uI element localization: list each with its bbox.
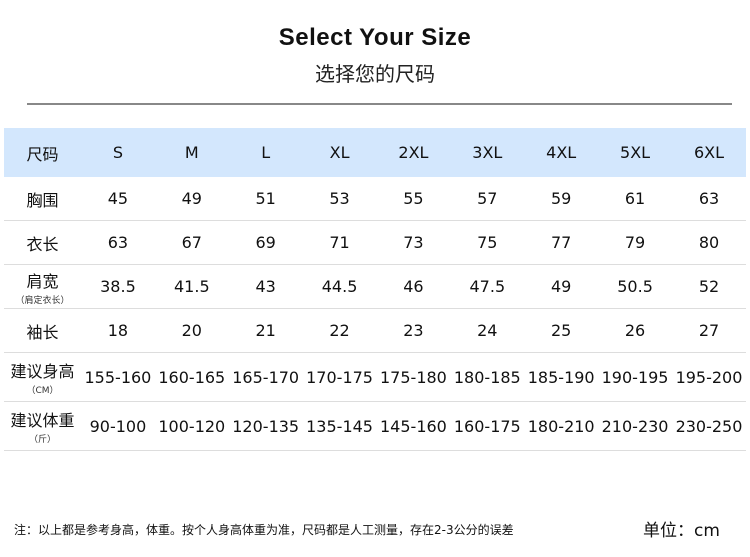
row-label-cell: 胸围 (4, 177, 81, 221)
table-cell: 230-250 (672, 401, 746, 451)
table-cell: 190-195 (598, 352, 672, 402)
column-header: L (228, 128, 303, 177)
table-row: 胸围 45 49 51 53 55 57 59 61 63 (4, 177, 746, 221)
column-header: 5XL (598, 128, 672, 177)
table-cell: 45 (81, 177, 155, 221)
row-label-cell: 袖长 (4, 308, 81, 353)
table-cell: 53 (302, 177, 377, 221)
table-cell: 20 (154, 308, 229, 353)
table-row: 建议体重 （斤） 90-100 100-120 120-135 135-145 145-16… (4, 401, 746, 451)
table-cell: 52 (672, 264, 746, 309)
table-cell: 175-180 (376, 352, 451, 402)
row-note: （CM） (26, 386, 59, 396)
table-row: 肩宽 （肩定衣长） 38.5 41.5 43 44.5 46 47.5 49 50.5 52 (4, 264, 746, 309)
unit-label: 单位：cm (643, 521, 720, 541)
table-cell: 44.5 (302, 264, 377, 309)
table-cell: 18 (81, 308, 155, 353)
table-cell: 165-170 (228, 352, 303, 402)
table-cell: 22 (302, 308, 377, 353)
table-cell: 135-145 (302, 401, 377, 451)
table-cell: 185-190 (524, 352, 599, 402)
table-cell: 49 (154, 177, 229, 221)
column-header: 4XL (524, 128, 599, 177)
table-cell: 100-120 (154, 401, 229, 451)
table-cell: 23 (376, 308, 451, 353)
footnote: 注：以上都是参考身高，体重。按个人身高体重为准，尺码都是人工测量，存在2-3公分… (14, 523, 514, 537)
table-cell: 43 (228, 264, 303, 309)
table-row: 建议身高 （CM） 155-160 160-165 165-170 170-175 175-… (4, 352, 746, 402)
table-cell: 57 (450, 177, 525, 221)
table-cell: 145-160 (376, 401, 451, 451)
table-cell: 79 (598, 220, 672, 265)
table-cell: 160-165 (154, 352, 229, 402)
row-note: （肩定衣长） (15, 295, 70, 306)
header-row: 尺码 S M L XL 2XL 3XL 4XL 5XL 6XL (4, 128, 746, 177)
row-label: 建议体重 (10, 411, 75, 430)
table-cell: 210-230 (598, 401, 672, 451)
table-cell: 55 (376, 177, 451, 221)
table-cell: 67 (154, 220, 229, 265)
column-header: 6XL (672, 128, 746, 177)
column-header: 2XL (376, 128, 451, 177)
divider (27, 103, 732, 105)
table-cell: 51 (228, 177, 303, 221)
table-cell: 155-160 (81, 352, 155, 402)
column-header: 3XL (450, 128, 525, 177)
table-cell: 170-175 (302, 352, 377, 402)
row-label: 袖长 (26, 322, 59, 342)
table-cell: 195-200 (672, 352, 746, 402)
table-cell: 63 (81, 220, 155, 265)
table-cell: 71 (302, 220, 377, 265)
table-cell: 90-100 (81, 401, 155, 451)
table-row: 袖长 18 20 21 22 23 24 25 26 27 (4, 308, 746, 353)
row-label-cell: 衣长 (4, 220, 81, 265)
table-cell: 21 (228, 308, 303, 353)
table-cell: 49 (524, 264, 599, 309)
size-table: 尺码 S M L XL 2XL 3XL 4XL 5XL 6XL 胸围 45 49 51 53 55 57 59 61… (4, 128, 746, 451)
table-cell: 61 (598, 177, 672, 221)
table-cell: 27 (672, 308, 746, 353)
table-cell: 25 (524, 308, 599, 353)
table-cell: 24 (450, 308, 525, 353)
table-cell: 47.5 (450, 264, 525, 309)
table-cell: 63 (672, 177, 746, 221)
row-label-cell: 肩宽 （肩定衣长） (4, 264, 81, 309)
column-header: M (154, 128, 229, 177)
row-label: 建议身高 (10, 362, 75, 381)
table-cell: 59 (524, 177, 599, 221)
row-label: 肩宽 (26, 271, 59, 291)
row-label: 胸围 (26, 190, 59, 210)
row-note: （斤） (28, 435, 56, 445)
table-cell: 75 (450, 220, 525, 265)
row-label-cell: 建议体重 （斤） (4, 401, 81, 451)
table-cell: 26 (598, 308, 672, 353)
row-label: 衣长 (26, 234, 59, 254)
page-title: Select Your Size (278, 24, 472, 51)
table-cell: 180-210 (524, 401, 599, 451)
table-cell: 80 (672, 220, 746, 265)
table-row: 衣长 63 67 69 71 73 75 77 79 80 (4, 220, 746, 265)
table-cell: 38.5 (81, 264, 155, 309)
table-cell: 180-185 (450, 352, 525, 402)
row-label-cell: 建议身高 （CM） (4, 352, 81, 402)
table-cell: 160-175 (450, 401, 525, 451)
table-cell: 41.5 (154, 264, 229, 309)
column-header: XL (302, 128, 377, 177)
table-cell: 69 (228, 220, 303, 265)
table-cell: 120-135 (228, 401, 303, 451)
table-cell: 73 (376, 220, 451, 265)
column-header: 尺码 (4, 128, 81, 177)
page-subtitle: 选择您的尺码 (315, 62, 435, 86)
table-cell: 50.5 (598, 264, 672, 309)
column-header: S (81, 128, 155, 177)
table-cell: 46 (376, 264, 451, 309)
table-cell: 77 (524, 220, 599, 265)
